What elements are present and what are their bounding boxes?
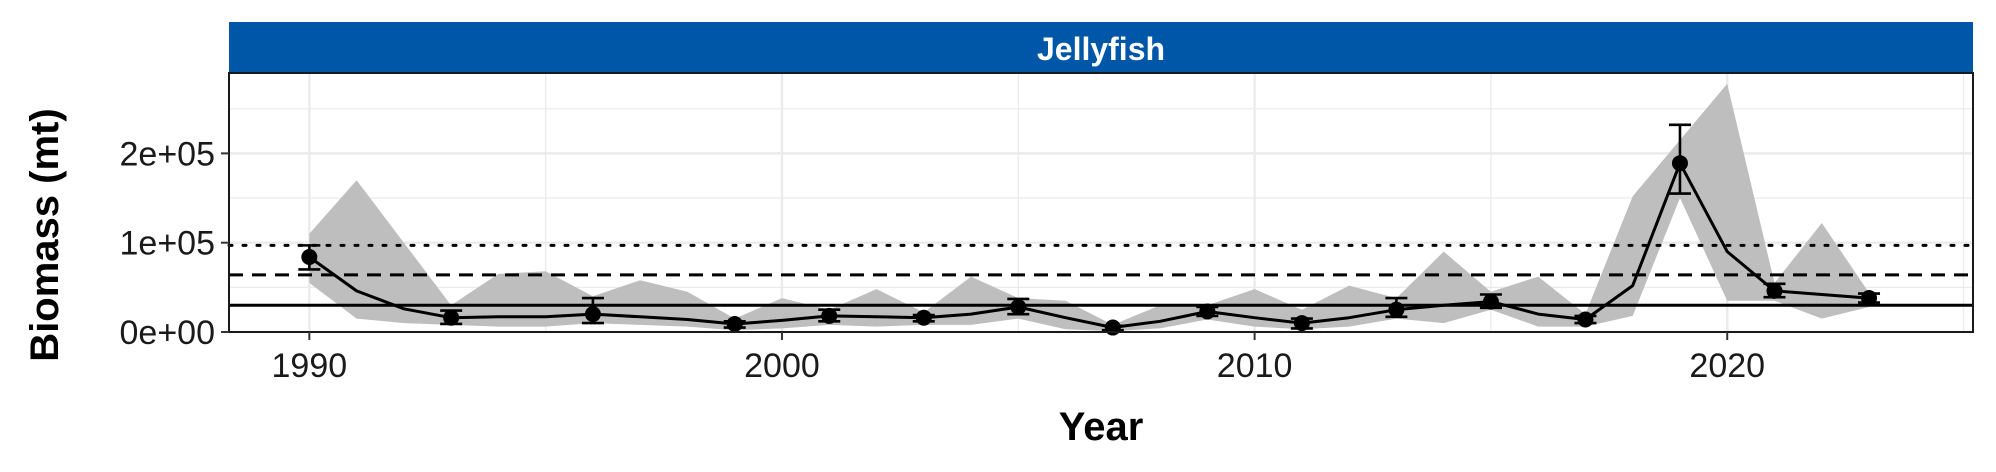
survey-point [1861, 290, 1878, 307]
survey-point [301, 248, 318, 265]
x-tick-label: 2020 [1689, 347, 1765, 385]
survey-point [1577, 311, 1594, 328]
x-tick-label: 2000 [744, 347, 820, 385]
plot-area: 0e+00 1e+05 2e+05 1990 2000 2010 2020 [120, 72, 1975, 385]
x-axis-title: Year [1059, 405, 1144, 449]
x-tick-label: 1990 [272, 347, 348, 385]
biomass-series-line [308, 161, 1870, 329]
survey-point [726, 315, 743, 332]
survey-point [1482, 293, 1499, 310]
survey-point [1766, 282, 1783, 299]
x-tick-label: 2010 [1217, 347, 1293, 385]
panel-title: Jellyfish [1037, 31, 1165, 67]
y-tick-label: 2e+05 [120, 135, 216, 173]
y-axis-title: Biomass (mt) [23, 108, 67, 361]
survey-point [1104, 319, 1121, 336]
panel-border [228, 72, 1974, 333]
survey-point [443, 309, 460, 326]
survey-point [1010, 298, 1027, 315]
survey-point [1388, 301, 1405, 318]
panel-strip [229, 22, 1973, 73]
survey-point [1199, 303, 1216, 320]
survey-point [1671, 155, 1688, 172]
y-tick-label: 1e+05 [120, 225, 216, 263]
survey-point [1293, 315, 1310, 332]
y-tick-label: 0e+00 [120, 314, 216, 352]
survey-point [821, 307, 838, 324]
survey-point [584, 306, 601, 323]
survey-point [915, 309, 932, 326]
